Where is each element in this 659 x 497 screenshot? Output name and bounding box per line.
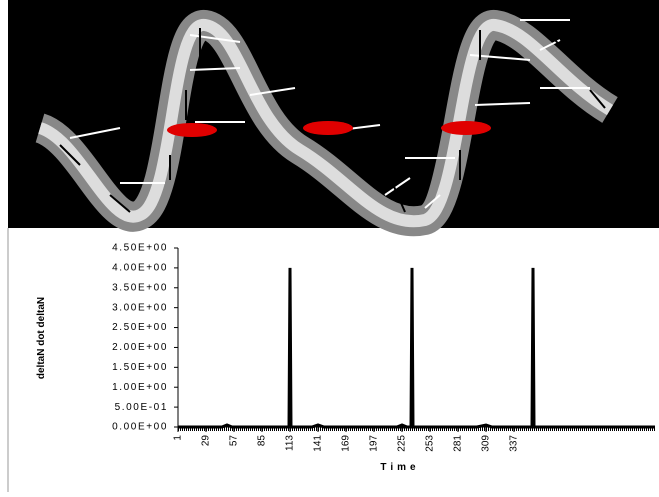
- red-marker: [441, 121, 491, 135]
- x-tick-label: 197: [369, 435, 380, 452]
- y-axis-title: deltaN dot deltaN: [36, 297, 47, 379]
- x-tick-label: 309: [481, 435, 492, 452]
- normal-arrows: [59, 28, 606, 213]
- x-tick-label: 169: [341, 435, 352, 452]
- y-tick-label: 4.00E+00: [112, 263, 168, 274]
- x-tick-label: 141: [313, 435, 324, 452]
- y-tick-label: 5.00E-01: [115, 402, 168, 413]
- x-axis-title: Time: [380, 462, 419, 473]
- wave-illustration: [8, 0, 659, 237]
- x-tick-label: 253: [425, 435, 436, 452]
- red-marker: [303, 121, 353, 135]
- y-tick-label: 3.00E+00: [112, 302, 168, 313]
- y-tick-label: 2.50E+00: [112, 322, 168, 333]
- y-tick-label: 3.50E+00: [112, 282, 168, 293]
- data-line: [178, 267, 655, 429]
- y-tick-label: 4.50E+00: [112, 243, 168, 254]
- x-tick-label: 225: [397, 435, 408, 452]
- wave-highlight: [37, 19, 614, 228]
- x-tick-label: 281: [453, 435, 464, 452]
- x-tick-label: 57: [229, 435, 240, 447]
- y-tick-label: 2.00E+00: [112, 342, 168, 353]
- x-tick-label: 1: [173, 435, 184, 441]
- red-marker: [167, 123, 217, 137]
- y-tick-label: 1.50E+00: [112, 362, 168, 373]
- y-tick-label: 0.00E+00: [112, 422, 168, 433]
- x-tick-label: 337: [509, 435, 520, 452]
- x-tick-label: 113: [285, 435, 296, 451]
- x-tick-label: 29: [201, 435, 212, 447]
- y-tick-label: 1.00E+00: [112, 382, 168, 393]
- x-tick-label: 85: [257, 435, 268, 447]
